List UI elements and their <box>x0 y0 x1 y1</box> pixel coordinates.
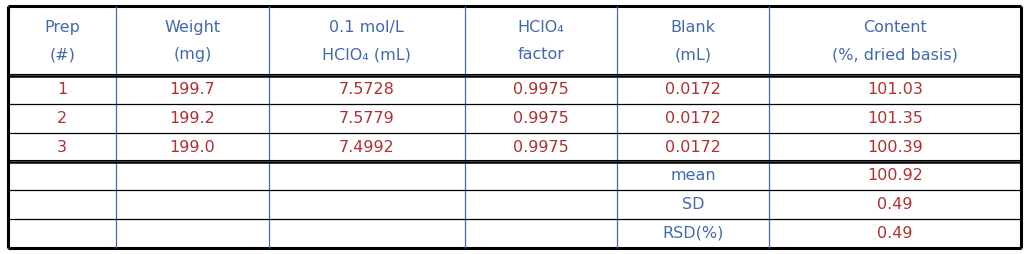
Text: Content: Content <box>863 20 927 35</box>
Text: RSD(%): RSD(%) <box>663 226 723 241</box>
Text: 101.35: 101.35 <box>867 111 923 126</box>
Text: (mL): (mL) <box>675 47 712 62</box>
Text: 0.9975: 0.9975 <box>513 111 569 126</box>
Text: 0.49: 0.49 <box>878 226 913 241</box>
Text: SD: SD <box>682 197 705 212</box>
Text: 0.0172: 0.0172 <box>665 83 721 98</box>
Text: 199.0: 199.0 <box>170 140 215 155</box>
Text: 0.49: 0.49 <box>878 197 913 212</box>
Text: HClO₄ (mL): HClO₄ (mL) <box>322 47 412 62</box>
Text: (mg): (mg) <box>173 47 212 62</box>
Text: 0.9975: 0.9975 <box>513 83 569 98</box>
Text: 7.5779: 7.5779 <box>339 111 394 126</box>
Text: 0.0172: 0.0172 <box>665 111 721 126</box>
Text: 7.5728: 7.5728 <box>339 83 395 98</box>
Text: HClO₄: HClO₄ <box>518 20 564 35</box>
Text: mean: mean <box>670 168 716 183</box>
Text: 0.9975: 0.9975 <box>513 140 569 155</box>
Text: 0.1 mol/L: 0.1 mol/L <box>329 20 404 35</box>
Text: Prep: Prep <box>44 20 80 35</box>
Text: factor: factor <box>518 47 565 62</box>
Text: (#): (#) <box>49 47 75 62</box>
Text: 199.2: 199.2 <box>170 111 215 126</box>
Text: Weight: Weight <box>165 20 220 35</box>
Text: 101.03: 101.03 <box>867 83 923 98</box>
Text: 1: 1 <box>58 83 68 98</box>
Text: 199.7: 199.7 <box>170 83 215 98</box>
Text: 100.92: 100.92 <box>867 168 923 183</box>
Text: Blank: Blank <box>671 20 716 35</box>
Text: 100.39: 100.39 <box>867 140 923 155</box>
Text: (%, dried basis): (%, dried basis) <box>832 47 958 62</box>
Text: 2: 2 <box>58 111 67 126</box>
Text: 7.4992: 7.4992 <box>339 140 394 155</box>
Text: 3: 3 <box>58 140 67 155</box>
Text: 0.0172: 0.0172 <box>665 140 721 155</box>
